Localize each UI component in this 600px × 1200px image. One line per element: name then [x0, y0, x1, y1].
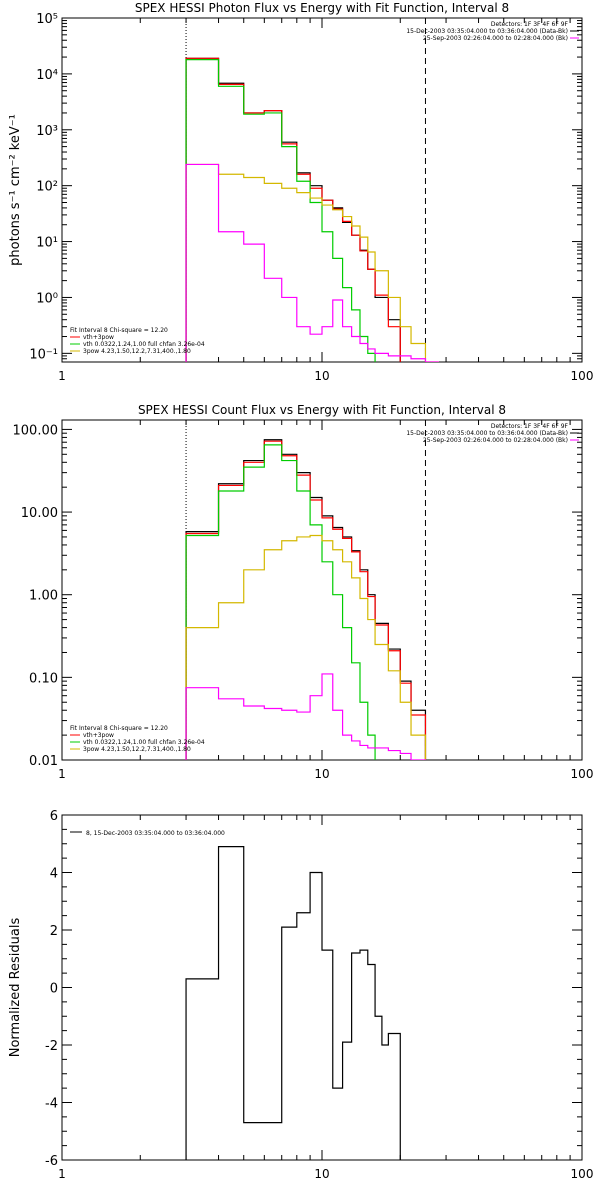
y-tick-label: -2 [45, 1039, 58, 1054]
y-tick-label: 10⁴ [36, 68, 58, 83]
y-tick-label: 0.01 [29, 754, 58, 769]
legend-text: 8, 15-Dec-2003 03:35:04.000 to 03:36:04.… [86, 830, 225, 837]
series-group [185, 57, 439, 362]
y-axis-label: photons s⁻¹ cm⁻² keV⁻¹ [8, 114, 23, 266]
series-thermal [185, 444, 376, 760]
legend-text: 15-Dec-2003 03:35:04.000 to 03:36:04.000… [406, 28, 568, 35]
x-tick-label: 100 [571, 767, 594, 781]
y-tick-label: 10³ [36, 124, 58, 139]
legend-text: Detectors: 1F 3F 4F 6F 9F [491, 423, 569, 430]
series-group [185, 439, 427, 760]
chart-title: SPEX HESSI Count Flux vs Energy with Fit… [138, 403, 506, 417]
legend-text: vth+3pow [83, 334, 114, 341]
x-tick-label: 1 [58, 1167, 66, 1181]
x-tick-label: 1 [58, 369, 66, 383]
y-tick-label: 0 [50, 982, 58, 997]
y-tick-label: 10¹ [36, 236, 58, 251]
legend-text: vth 0.0322,1.24,1.00 full chfan 3.26e-04 [83, 739, 205, 746]
y-tick-label: 10² [36, 180, 58, 195]
x-tick-label: 10 [314, 369, 329, 383]
series-nonthermal [185, 163, 439, 362]
x-tick-label: 100 [571, 369, 594, 383]
series-data [185, 846, 401, 1160]
y-tick-label: 2 [50, 924, 58, 939]
y-tick-label: 10⁰ [36, 291, 58, 306]
series-total [185, 440, 427, 760]
legend-text: 3pow 4.23,1.50,12.2,7.31,400.,1.80 [83, 348, 191, 355]
y-tick-label: 100.00 [13, 423, 59, 438]
x-tick-label: 10 [314, 767, 329, 781]
legend-text: 25-Sep-2003 02:26:04.000 to 02:28:04.000… [423, 35, 568, 42]
y-tick-label: -6 [45, 1154, 58, 1169]
plot-frame [61, 419, 583, 761]
series-group [185, 846, 401, 1160]
y-tick-label: 10⁵ [36, 12, 58, 27]
x-tick-label: 10 [314, 1167, 329, 1181]
chart-panel-2: SPEX HESSI Count Flux vs Energy with Fit… [13, 403, 594, 781]
y-tick-label: 10.00 [21, 506, 58, 521]
chart-title: SPEX HESSI Photon Flux vs Energy with Fi… [135, 1, 509, 15]
series-data [185, 439, 427, 760]
y-tick-label: -4 [45, 1097, 58, 1112]
x-tick-label: 1 [58, 767, 66, 781]
legend-text: vth+3pow [83, 732, 114, 739]
y-tick-label: 0.10 [29, 671, 58, 686]
legend-text: 15-Dec-2003 03:35:04.000 to 03:36:04.000… [406, 430, 568, 437]
legend-text: 25-Sep-2003 02:26:04.000 to 02:28:04.000… [423, 437, 568, 444]
x-tick-label: 100 [571, 1167, 594, 1181]
y-axis-label: Normalized Residuals [8, 918, 23, 1058]
legend-text: Detectors: 1F 3F 4F 6F 9F [491, 21, 569, 28]
series-background [185, 163, 439, 362]
series-thermal [185, 59, 376, 362]
plot-frame [61, 814, 583, 1161]
y-tick-label: 10⁻¹ [29, 347, 58, 362]
fit-legend-header: Fit Interval 8 Chi-square = 12.20 [70, 725, 168, 732]
series-background [185, 673, 427, 760]
legend-text: 3pow 4.23,1.50,12.2,7.31,400.,1.80 [83, 746, 191, 753]
y-tick-label: 1.00 [29, 589, 58, 604]
fit-legend-header: Fit Interval 8 Chi-square = 12.20 [70, 327, 168, 334]
series-nonthermal [185, 534, 427, 760]
y-tick-label: 6 [50, 809, 58, 824]
legend-text: vth 0.0322,1.24,1.00 full chfan 3.26e-04 [83, 341, 205, 348]
y-tick-label: 4 [50, 867, 58, 882]
chart-panel-3: 1 10 100 -6 -4 -2 0 2 4 6 Normalized Residuals 8, 1… [8, 809, 593, 1181]
chart-panel-1: SPEX HESSI Photon Flux vs Energy with Fi… [8, 1, 593, 383]
